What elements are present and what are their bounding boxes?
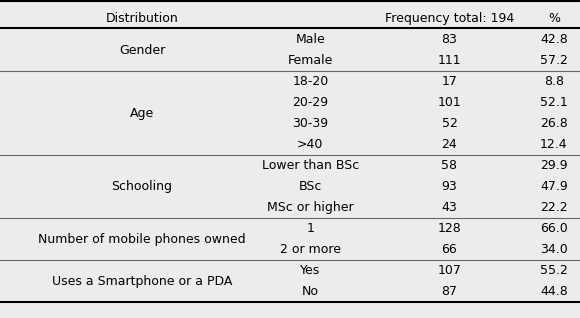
- Text: 58: 58: [441, 159, 458, 172]
- Text: 66.0: 66.0: [540, 222, 568, 235]
- Text: 2 or more: 2 or more: [280, 243, 341, 256]
- Text: Uses a Smartphone or a PDA: Uses a Smartphone or a PDA: [52, 275, 232, 288]
- Text: 93: 93: [441, 180, 458, 193]
- Text: 17: 17: [441, 75, 458, 88]
- Text: 24: 24: [441, 138, 458, 151]
- Text: MSc or higher: MSc or higher: [267, 201, 354, 214]
- Text: Distribution: Distribution: [106, 12, 179, 25]
- Text: 1: 1: [306, 222, 314, 235]
- Text: Age: Age: [130, 107, 154, 120]
- Text: 57.2: 57.2: [540, 54, 568, 67]
- Text: Number of mobile phones owned: Number of mobile phones owned: [38, 233, 246, 246]
- Text: 29.9: 29.9: [540, 159, 568, 172]
- Text: 18-20: 18-20: [292, 75, 328, 88]
- Text: 47.9: 47.9: [540, 180, 568, 193]
- Text: 30-39: 30-39: [292, 117, 328, 130]
- Text: 52: 52: [441, 117, 458, 130]
- Text: Schooling: Schooling: [111, 180, 173, 193]
- Text: 52.1: 52.1: [540, 96, 568, 109]
- Text: 55.2: 55.2: [540, 264, 568, 277]
- Text: 128: 128: [438, 222, 461, 235]
- Text: 20-29: 20-29: [292, 96, 328, 109]
- Text: 83: 83: [441, 33, 458, 46]
- Text: Lower than BSc: Lower than BSc: [262, 159, 359, 172]
- Text: 87: 87: [441, 285, 458, 298]
- Text: Male: Male: [295, 33, 325, 46]
- Text: 26.8: 26.8: [540, 117, 568, 130]
- Text: 44.8: 44.8: [540, 285, 568, 298]
- Text: No: No: [302, 285, 319, 298]
- Text: 66: 66: [441, 243, 458, 256]
- Text: Frequency total: 194: Frequency total: 194: [385, 12, 514, 25]
- Text: >40: >40: [297, 138, 324, 151]
- Text: 43: 43: [441, 201, 458, 214]
- Text: Gender: Gender: [119, 44, 165, 57]
- Text: 12.4: 12.4: [540, 138, 568, 151]
- Text: %: %: [548, 12, 560, 25]
- Text: 34.0: 34.0: [540, 243, 568, 256]
- Text: 22.2: 22.2: [540, 201, 568, 214]
- Text: 101: 101: [438, 96, 461, 109]
- Text: 42.8: 42.8: [540, 33, 568, 46]
- Text: 111: 111: [438, 54, 461, 67]
- Text: 8.8: 8.8: [544, 75, 564, 88]
- Text: Female: Female: [288, 54, 333, 67]
- Text: 107: 107: [437, 264, 462, 277]
- Text: Yes: Yes: [300, 264, 320, 277]
- Text: BSc: BSc: [299, 180, 322, 193]
